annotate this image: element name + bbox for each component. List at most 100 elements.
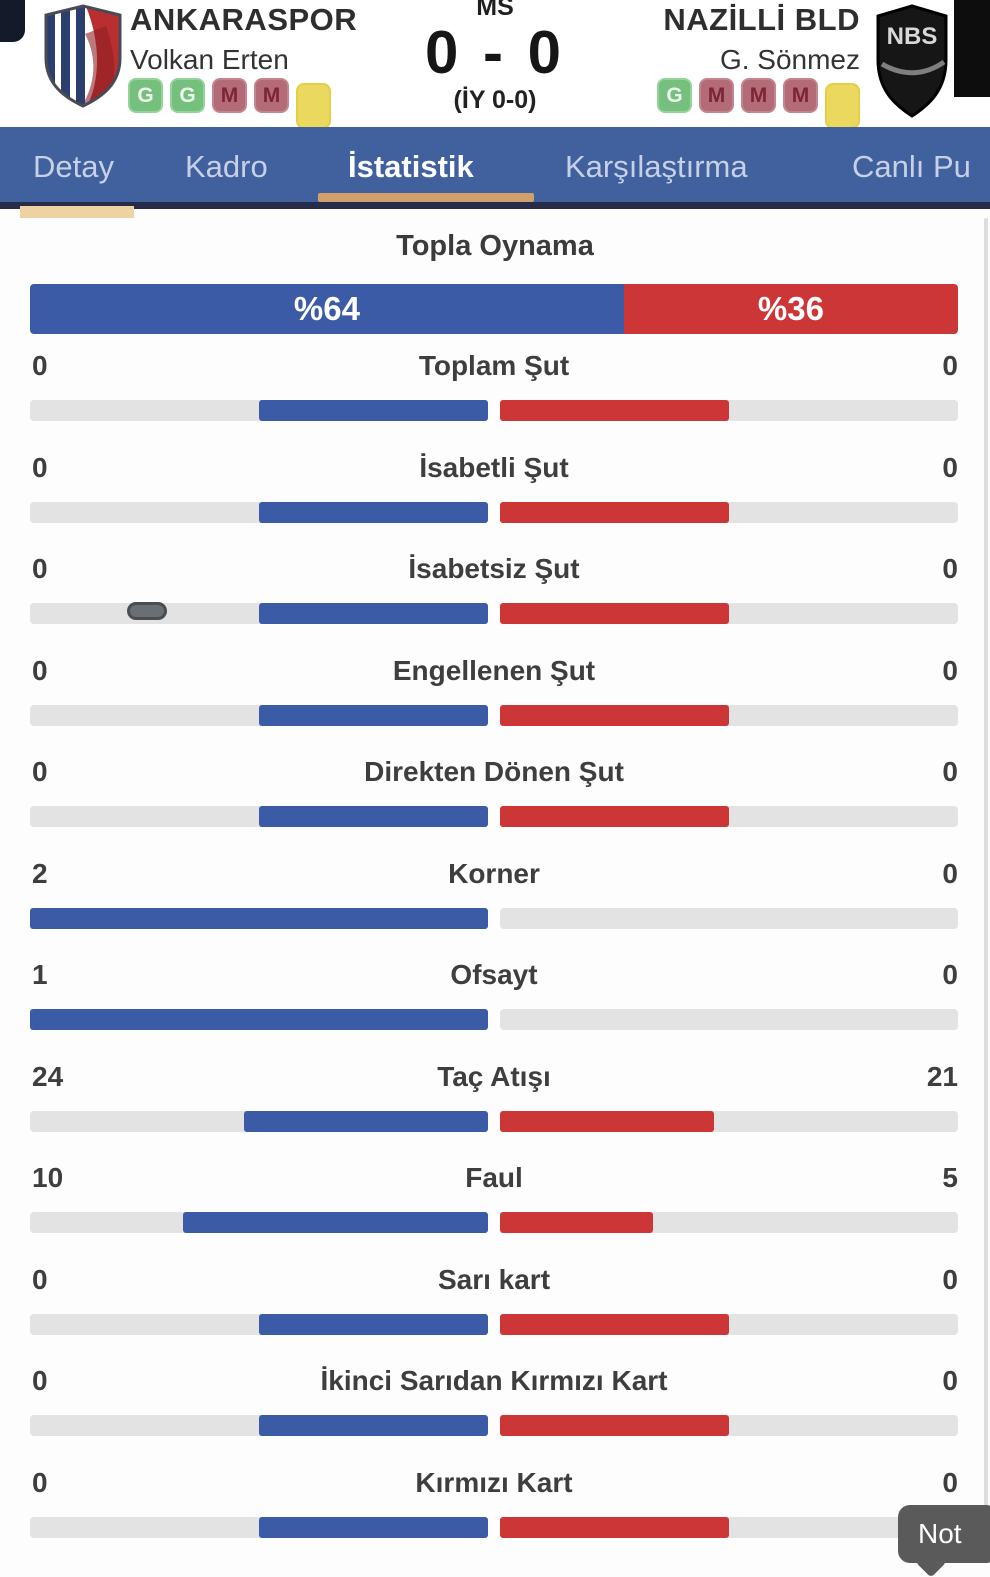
stat-home-value: 0 — [32, 451, 48, 483]
stat-away-value: 0 — [942, 1263, 958, 1295]
away-manager-name: G. Sönmez — [719, 44, 860, 75]
stat-home-value: 2 — [32, 857, 48, 889]
away-form-badge[interactable]: M — [783, 78, 818, 113]
possession-away-value: %36 — [757, 290, 824, 327]
stat-bar-fill-home — [259, 1313, 488, 1335]
stat-row: 0 Engellenen Şut 0 — [30, 655, 958, 727]
away-team-name[interactable]: NAZİLLİ BLD — [663, 2, 860, 37]
stat-away-value: 21 — [926, 1060, 958, 1092]
stat-away-value: 5 — [942, 1162, 958, 1193]
possession-home-value: %64 — [293, 290, 360, 327]
tab-canli[interactable]: Canlı Pu — [852, 149, 971, 184]
stat-home-value: 24 — [32, 1060, 64, 1092]
home-team-logo[interactable] — [40, 4, 126, 110]
stat-away-value: 0 — [942, 756, 958, 787]
home-form-badge[interactable] — [296, 83, 331, 129]
stat-label: Engellenen Şut — [392, 654, 596, 686]
tab-bar: Detay Kadro İstatistik Karşılaştırma Can… — [0, 127, 990, 209]
stat-label: Ofsayt — [450, 959, 538, 990]
stat-bar-fill-away — [500, 1516, 729, 1538]
stat-bar-fill-away — [500, 1415, 729, 1436]
stat-label: Kırmızı Kart — [415, 1466, 573, 1498]
stat-bar-fill-home — [259, 806, 488, 827]
stat-bar-fill-home — [259, 704, 488, 726]
stat-home-value: 0 — [32, 553, 48, 584]
away-form-badge[interactable] — [825, 83, 860, 129]
stat-row: 2 Korner 0 — [30, 858, 958, 930]
stat-bar — [30, 1313, 958, 1335]
stat-bar-fill-away — [500, 1212, 653, 1233]
home-form-badge[interactable]: G — [170, 78, 205, 113]
tab-detay[interactable]: Detay — [33, 149, 114, 184]
stat-bar-fill-away — [500, 1110, 714, 1132]
stat-home-value: 0 — [32, 350, 48, 381]
home-team-name[interactable]: ANKARASPOR — [130, 2, 358, 37]
tab-karsilastirma[interactable]: Karşılaştırma — [565, 149, 748, 184]
tab-bar-bottom-strip — [0, 202, 990, 209]
stat-label: İkinci Sarıdan Kırmızı Kart — [320, 1365, 668, 1396]
stat-bar-fill-away — [500, 1313, 729, 1335]
stat-label: Sarı kart — [437, 1263, 551, 1295]
stat-row: 1 Ofsayt 0 — [30, 959, 958, 1031]
stat-row: 0 Direkten Dönen Şut 0 — [30, 756, 958, 828]
note-tooltip: Not — [898, 1505, 990, 1563]
note-tooltip-text: Not — [918, 1518, 962, 1549]
stat-home-value: 0 — [32, 1365, 48, 1396]
stat-away-value: 0 — [942, 857, 958, 889]
stat-label: Korner — [448, 857, 540, 889]
half-time-score: (İY 0-0) — [453, 86, 537, 115]
score-block: MS 0 - 0 (İY 0-0) — [375, 0, 615, 115]
stat-away-value: 0 — [942, 654, 958, 686]
stat-bar — [30, 1009, 958, 1030]
stat-row: 24 Taç Atışı 21 — [30, 1061, 958, 1133]
stat-away-value: 0 — [942, 959, 958, 990]
stat-bar-fill-home — [259, 501, 488, 523]
stat-bar — [30, 1110, 958, 1132]
stat-away-value: 0 — [942, 553, 958, 584]
tab-kadro[interactable]: Kadro — [185, 149, 268, 184]
away-form-badge[interactable]: G — [657, 78, 692, 113]
stat-home-value: 0 — [32, 756, 48, 787]
possession-away-segment: %36 — [623, 284, 958, 334]
stat-bar-fill-home — [182, 1212, 488, 1233]
stat-bar — [30, 907, 958, 929]
possession-home-segment: %64 — [30, 284, 624, 334]
stat-bar-fill-home — [259, 1516, 488, 1538]
home-form-badge[interactable]: G — [128, 78, 163, 113]
detay-tab-strip-artifact — [20, 206, 134, 218]
stat-bar-fill-away — [500, 603, 729, 624]
stat-row: 0 Toplam Şut 0 — [30, 350, 958, 422]
stat-away-value: 0 — [942, 1466, 958, 1498]
possession-bar: %64 %36 — [30, 284, 958, 334]
video-corner-artifact — [954, 0, 990, 97]
stat-bar-fill-home — [259, 400, 488, 421]
stat-home-value: 1 — [32, 959, 48, 990]
stat-bar-track-away — [500, 1009, 958, 1030]
home-form-badge[interactable]: M — [212, 78, 247, 113]
stat-bar-fill-away — [500, 501, 729, 523]
away-logo-text: NBS — [887, 23, 938, 50]
tab-istatistik[interactable]: İstatistik — [348, 149, 474, 184]
stat-row: 0 Sarı kart 0 — [30, 1264, 958, 1336]
stat-row: 0 İsabetsiz Şut 0 — [30, 553, 958, 625]
stat-bar — [30, 603, 958, 624]
stat-label: İsabetli Şut — [419, 451, 569, 483]
stat-bar — [30, 501, 958, 523]
stat-away-value: 0 — [942, 1365, 958, 1396]
stat-bar — [30, 1415, 958, 1436]
stat-bar — [30, 1516, 958, 1538]
stat-row: 10 Faul 5 — [30, 1162, 958, 1234]
home-form-badge[interactable]: M — [254, 78, 289, 113]
away-form-badge[interactable]: M — [741, 78, 776, 113]
match-status-label: MS — [476, 0, 514, 21]
away-form-badge[interactable]: M — [699, 78, 734, 113]
away-team-logo[interactable]: NBS — [872, 2, 952, 122]
video-corner-artifact — [0, 0, 25, 42]
scrollbar[interactable] — [984, 218, 988, 1558]
stat-label: Taç Atışı — [437, 1060, 551, 1092]
scrubber-artifact — [127, 602, 167, 620]
possession-title: Topla Oynama — [396, 230, 594, 262]
